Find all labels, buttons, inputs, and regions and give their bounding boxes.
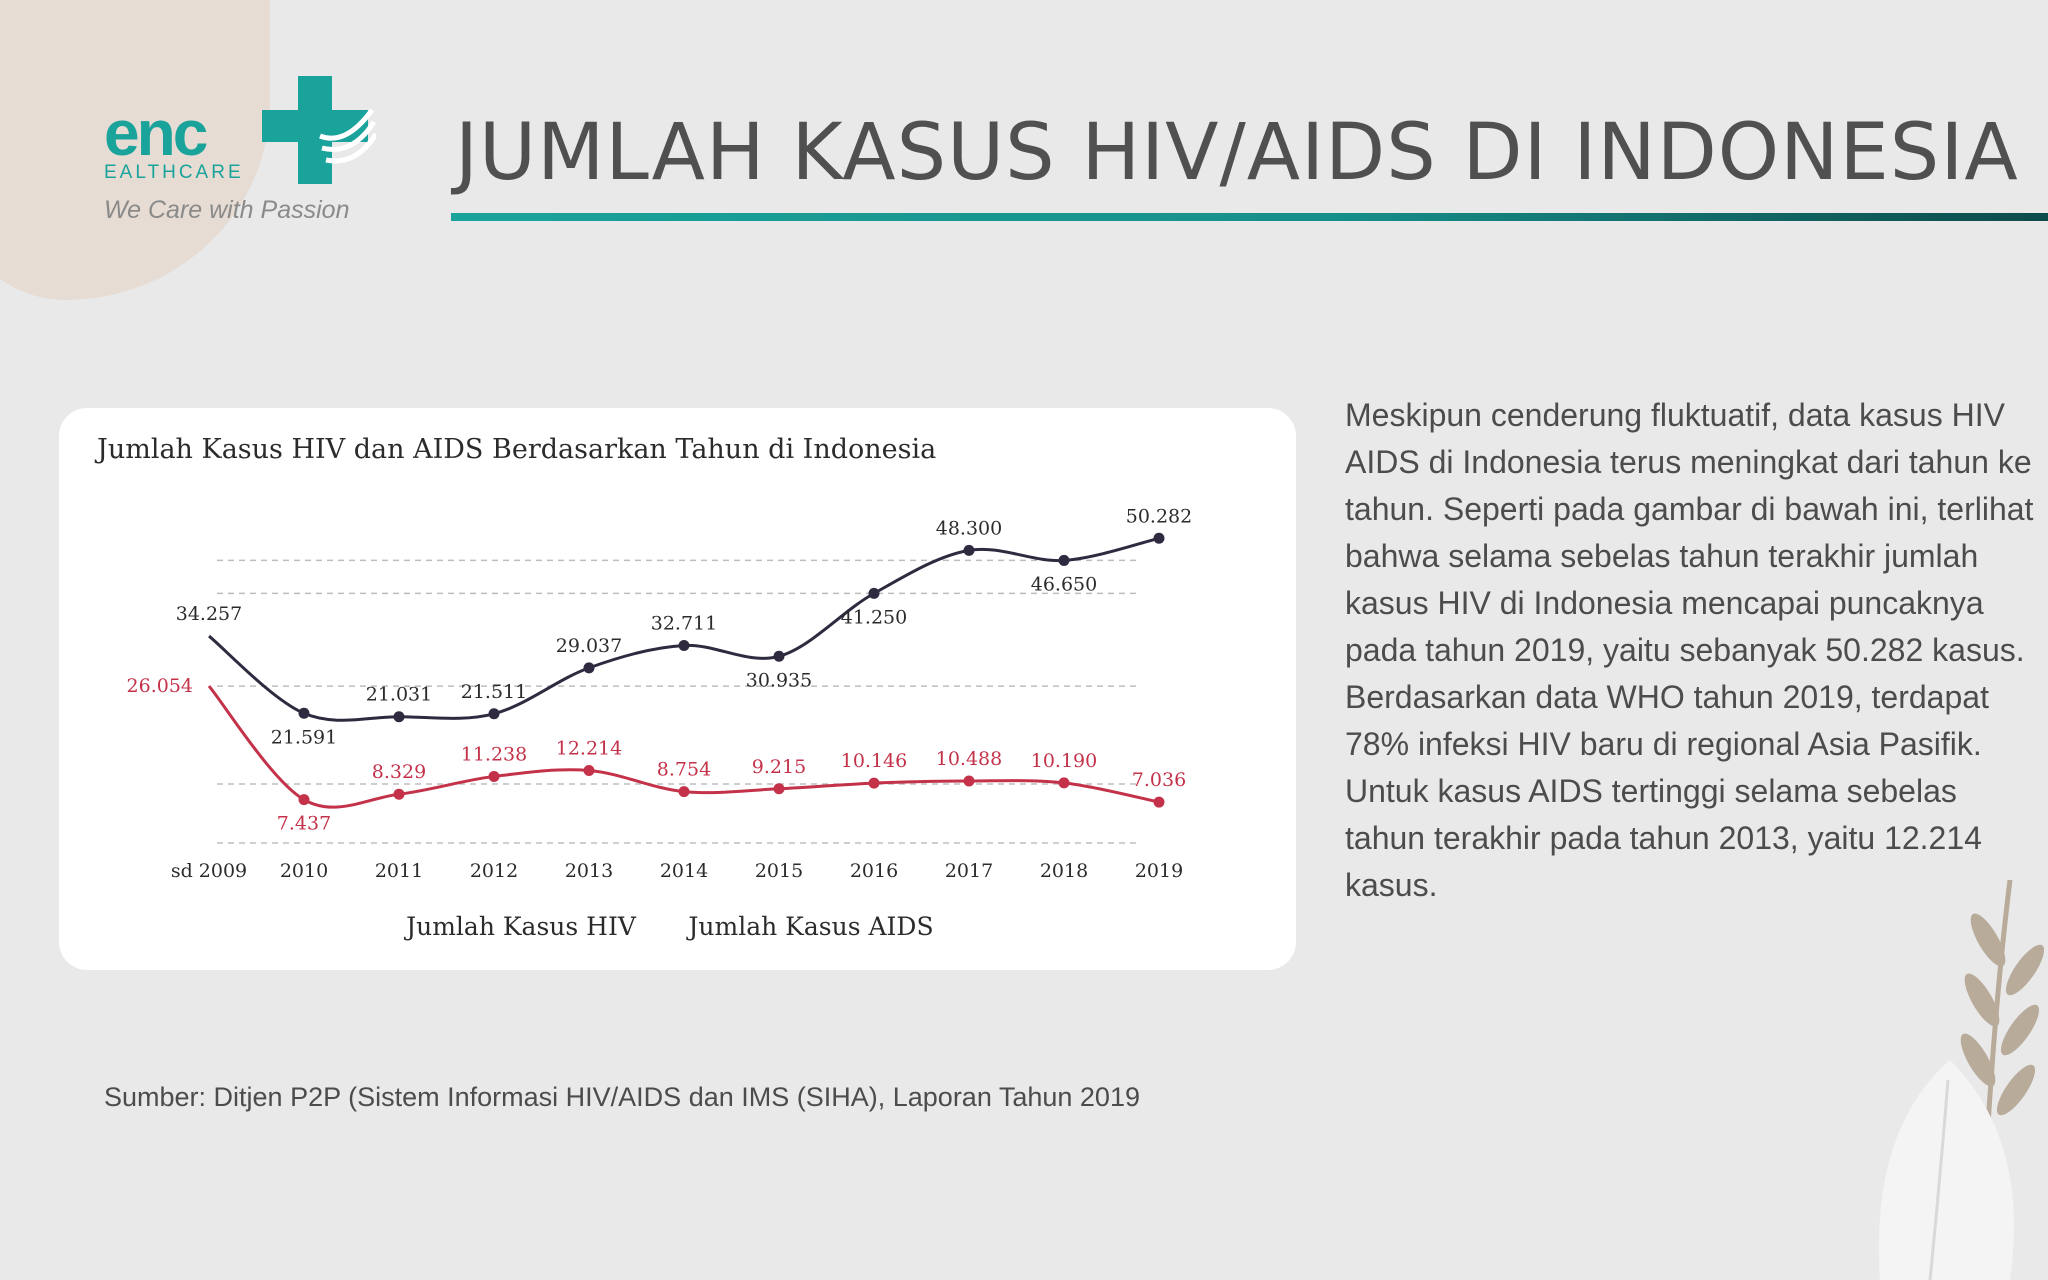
data-point xyxy=(963,544,975,556)
x-tick-label: 2013 xyxy=(565,860,613,882)
data-point xyxy=(678,639,690,651)
x-tick-label: 2015 xyxy=(755,860,803,882)
data-point xyxy=(1058,554,1070,566)
x-tick-label: 2019 xyxy=(1135,860,1183,882)
data-label: 8.329 xyxy=(372,761,426,783)
logo-wordmark: enc xyxy=(104,97,208,169)
data-point xyxy=(1153,796,1165,808)
data-point xyxy=(488,708,500,720)
data-label: 10.488 xyxy=(936,748,1002,770)
chart-card: Jumlah Kasus HIV dan AIDS Berdasarkan Ta… xyxy=(59,408,1296,970)
source-note: Sumber: Ditjen P2P (Sistem Informasi HIV… xyxy=(104,1082,1140,1112)
data-label: 21.511 xyxy=(461,681,527,703)
legend-entry-hiv: Jumlah Kasus HIV xyxy=(403,912,637,941)
series-line-aids xyxy=(207,685,1160,809)
data-label: 9.215 xyxy=(752,756,806,778)
data-point xyxy=(393,711,405,723)
data-point xyxy=(868,777,880,789)
description-paragraph: Meskipun cenderung fluktuatif, data kasu… xyxy=(1345,397,2034,903)
data-label: 11.238 xyxy=(461,743,527,765)
data-label: 50.282 xyxy=(1126,505,1192,527)
decorative-leaves-icon xyxy=(1878,880,2045,1280)
hiv-aids-line-chart: Jumlah Kasus HIV dan AIDS Berdasarkan Ta… xyxy=(94,434,1192,941)
data-point xyxy=(583,662,595,674)
data-label: 10.146 xyxy=(841,750,907,772)
data-point xyxy=(678,786,690,798)
data-label: 30.935 xyxy=(746,669,812,691)
data-label: 41.250 xyxy=(841,606,907,628)
data-label: 48.300 xyxy=(936,517,1002,539)
chart-title: Jumlah Kasus HIV dan AIDS Berdasarkan Ta… xyxy=(94,434,936,465)
x-tick-label: 2018 xyxy=(1040,860,1088,882)
medical-cross-icon xyxy=(262,76,376,184)
x-tick-label: 2014 xyxy=(660,860,708,882)
legend-entry-aids: Jumlah Kasus AIDS xyxy=(685,912,933,941)
data-point xyxy=(298,794,310,806)
logo-subtitle: EALTHCARE xyxy=(104,162,244,183)
data-label: 21.591 xyxy=(271,726,337,748)
data-label: 7.036 xyxy=(1132,769,1186,791)
data-label: 34.257 xyxy=(176,603,242,625)
data-point xyxy=(298,707,310,719)
x-tick-label: 2011 xyxy=(375,860,423,882)
data-point xyxy=(583,764,595,776)
logo-tagline: We Care with Passion xyxy=(104,196,350,224)
data-point xyxy=(1153,532,1165,544)
data-label: 46.650 xyxy=(1031,573,1097,595)
title-underline xyxy=(451,213,2048,221)
x-tick-label: sd 2009 xyxy=(171,860,247,882)
data-point xyxy=(393,788,405,800)
company-logo: enc EALTHCARE We Care with Passion xyxy=(104,74,384,234)
data-label: 7.437 xyxy=(277,813,331,835)
data-point xyxy=(1058,777,1070,789)
x-tick-label: 2016 xyxy=(850,860,898,882)
data-label: 8.754 xyxy=(657,759,711,781)
data-label: 26.054 xyxy=(127,675,193,697)
page-title: JUMLAH KASUS HIV/AIDS DI INDONESIA xyxy=(455,108,2019,199)
x-tick-label: 2017 xyxy=(945,860,993,882)
data-label: 21.031 xyxy=(366,684,432,706)
data-label: 10.190 xyxy=(1031,750,1097,772)
data-point xyxy=(773,650,785,662)
data-label: 12.214 xyxy=(556,737,622,759)
data-point xyxy=(868,587,880,599)
x-tick-label: 2012 xyxy=(470,860,518,882)
data-label: 29.037 xyxy=(556,635,622,657)
data-point xyxy=(488,770,500,782)
data-point xyxy=(963,775,975,787)
data-point xyxy=(773,783,785,795)
x-tick-label: 2010 xyxy=(280,860,328,882)
data-label: 32.711 xyxy=(651,612,717,634)
